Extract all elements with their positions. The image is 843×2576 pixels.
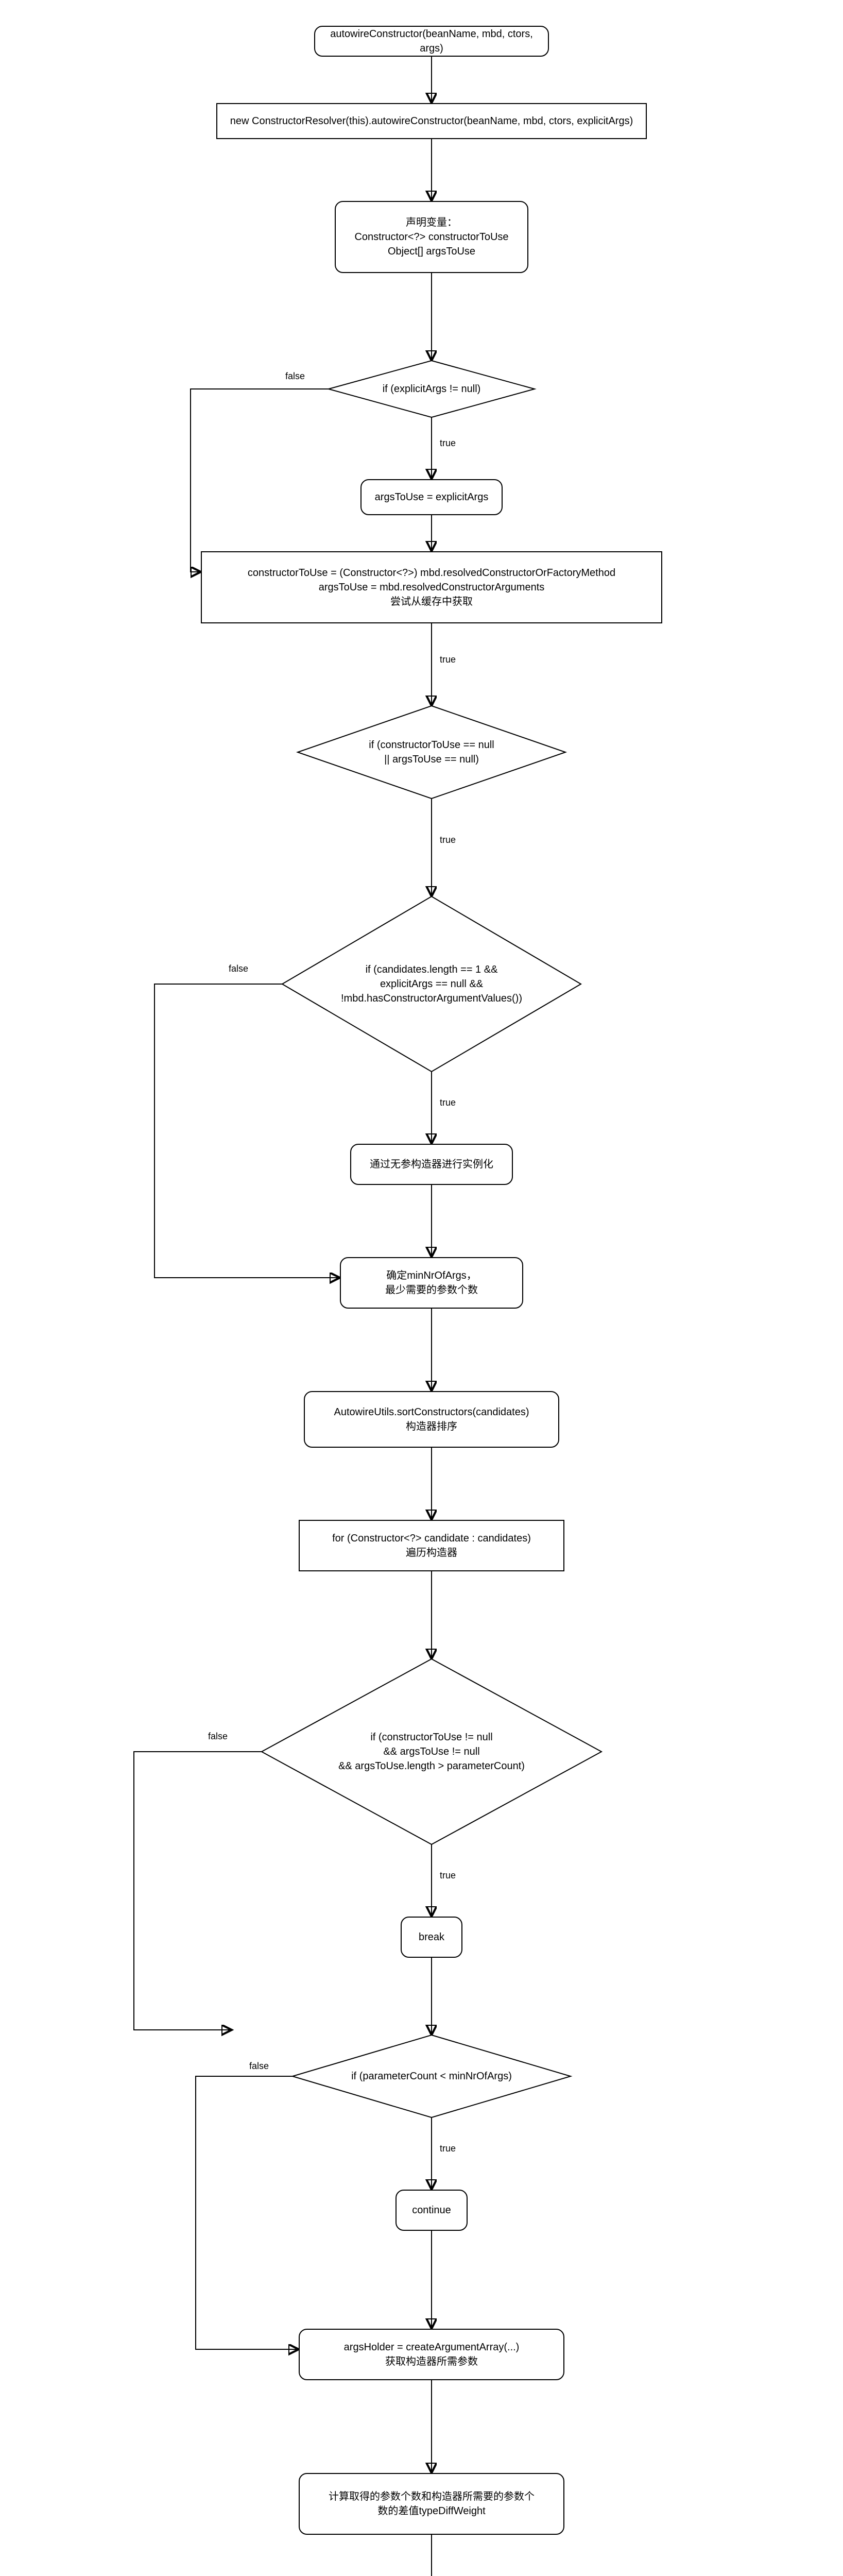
edge-label-true: true — [438, 654, 458, 665]
node-autowire-constructor: autowireConstructor(beanName, mbd, ctors… — [314, 26, 549, 57]
edge-label-true: true — [438, 835, 458, 845]
decision-constructor-null: if (constructorToUse == null || argsToUs… — [298, 706, 565, 799]
node-text: continue — [412, 2203, 451, 2217]
decision-text: if (constructorToUse == null || argsToUs… — [364, 738, 499, 767]
node-sort-constructors: AutowireUtils.sortConstructors(candidate… — [304, 1391, 559, 1448]
edge-label-true: true — [438, 1870, 458, 1881]
node-text: AutowireUtils.sortConstructors(candidate… — [334, 1405, 529, 1434]
flowchart-container: autowireConstructor(beanName, mbd, ctors… — [10, 10, 833, 2576]
decision-explicit-args: if (explicitArgs != null) — [329, 361, 535, 417]
edge-label-false: false — [227, 963, 250, 974]
decision-candidates-length: if (candidates.length == 1 && explicitAr… — [282, 896, 581, 1072]
node-min-nr-args: 确定minNrOfArgs， 最少需要的参数个数 — [340, 1257, 523, 1309]
node-text: 通过无参构造器进行实例化 — [370, 1157, 493, 1172]
node-text: 声明变量： Constructor<?> constructorToUse Ob… — [354, 215, 508, 259]
edge-label-true: true — [438, 438, 458, 449]
node-type-diff-weight: 计算取得的参数个数和构造器所需要的参数个 数的差值typeDiffWeight — [299, 2473, 564, 2535]
node-text: constructorToUse = (Constructor<?>) mbd.… — [248, 566, 615, 609]
decision-parameter-count: if (parameterCount < minNrOfArgs) — [293, 2035, 571, 2117]
node-text: argsToUse = explicitArgs — [375, 490, 489, 504]
node-text: new ConstructorResolver(this).autowireCo… — [230, 114, 633, 128]
decision-text: if (explicitArgs != null) — [377, 382, 486, 396]
node-args-to-use: argsToUse = explicitArgs — [360, 479, 503, 515]
decision-text: if (parameterCount < minNrOfArgs) — [346, 2069, 517, 2083]
node-break: break — [401, 1917, 462, 1958]
node-constructor-resolver: new ConstructorResolver(this).autowireCo… — [216, 103, 647, 139]
node-cache-lookup: constructorToUse = (Constructor<?>) mbd.… — [201, 551, 662, 623]
node-no-arg-instantiate: 通过无参构造器进行实例化 — [350, 1144, 513, 1185]
edge-label-true: true — [438, 1097, 458, 1108]
node-declare-vars: 声明变量： Constructor<?> constructorToUse Ob… — [335, 201, 528, 273]
decision-constructor-args-length: if (constructorToUse != null && argsToUs… — [262, 1659, 601, 1844]
node-text: argsHolder = createArgumentArray(...) 获取… — [344, 2340, 520, 2369]
decision-text: if (constructorToUse != null && argsToUs… — [333, 1730, 530, 1773]
node-text: 计算取得的参数个数和构造器所需要的参数个 数的差值typeDiffWeight — [329, 2489, 535, 2518]
node-continue: continue — [395, 2190, 468, 2231]
edge-label-false: false — [247, 2061, 271, 2072]
edge-label-false: false — [206, 1731, 230, 1742]
edge-label-true: true — [438, 2143, 458, 2154]
decision-text: if (candidates.length == 1 && explicitAr… — [336, 962, 527, 1006]
node-text: autowireConstructor(beanName, mbd, ctors… — [325, 27, 538, 56]
node-for-loop: for (Constructor<?> candidate : candidat… — [299, 1520, 564, 1571]
node-text: 确定minNrOfArgs， 最少需要的参数个数 — [385, 1268, 478, 1297]
node-text: break — [419, 1930, 444, 1944]
node-text: for (Constructor<?> candidate : candidat… — [332, 1531, 531, 1560]
edge-label-false: false — [283, 371, 307, 382]
node-create-argument-array: argsHolder = createArgumentArray(...) 获取… — [299, 2329, 564, 2380]
